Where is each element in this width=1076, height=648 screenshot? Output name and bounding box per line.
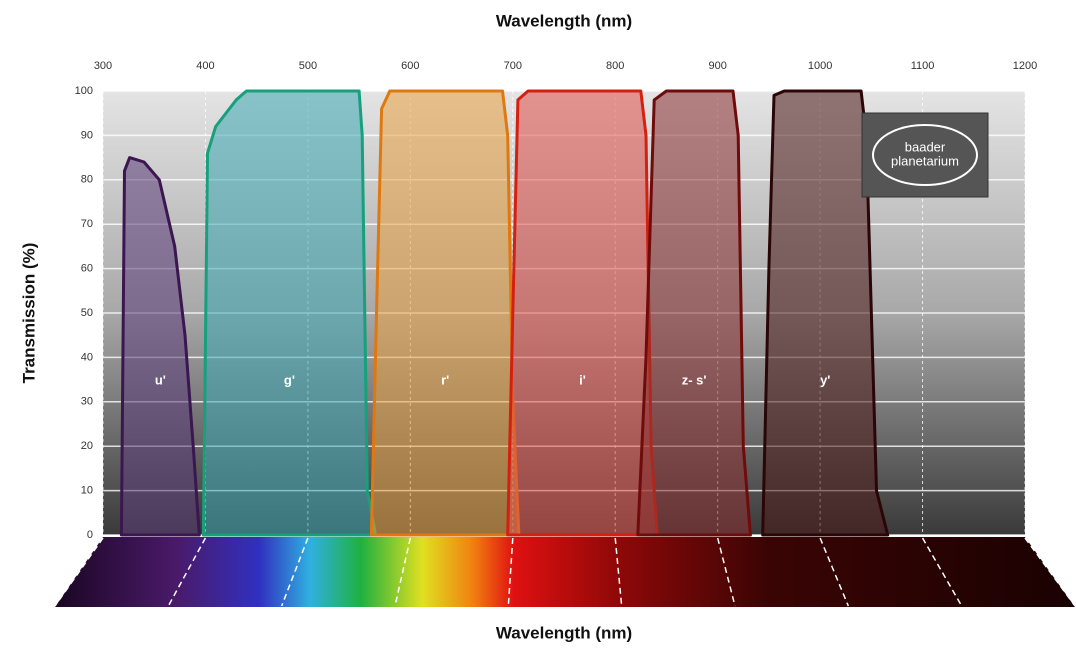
page: {"chart_data": { "type": "area", "title"… [0,0,1076,648]
logo-text: baader [905,139,946,154]
x-tick-label: 1000 [808,60,832,72]
y-tick-label: 50 [81,307,93,319]
y-tick-label: 20 [81,440,93,452]
x-tick-label: 900 [708,60,726,72]
chart-title: Wavelength (nm) [496,11,632,30]
x-axis-title: Wavelength (nm) [496,623,632,642]
filter-label: r' [441,372,449,387]
y-tick-label: 100 [75,85,93,97]
y-tick-label: 30 [81,396,93,408]
filter-curve [203,91,375,535]
x-tick-label: 300 [94,60,112,72]
x-tick-label: 500 [299,60,317,72]
x-tick-label: 700 [504,60,522,72]
filter-label: u' [155,372,166,387]
y-tick-label: 0 [87,529,93,541]
x-tick-label: 1100 [911,60,935,72]
y-tick-label: 40 [81,351,93,363]
filter-curve [371,91,519,535]
spectrum-band [55,537,1075,607]
filter-label: i' [579,372,586,387]
x-tick-label: 400 [196,60,214,72]
x-tick-label: 1200 [1013,60,1037,72]
filter-label: g' [284,372,295,387]
filter-label: z- s' [682,372,707,387]
y-axis-title: Transmission (%) [19,243,38,384]
chart: 0 10 20 30 40 50 60 70 80 90 100 300 400 500 600 700 800… [0,0,1076,648]
y-tick-label: 90 [81,129,93,141]
y-tick-label: 70 [81,218,93,230]
y-tick-label: 80 [81,174,93,186]
y-tick-label: 10 [81,485,93,497]
x-tick-label: 800 [606,60,624,72]
filter-curve [508,91,658,535]
logo-text: planetarium [891,153,959,168]
filter-label: y' [820,372,830,387]
x-tick-label: 600 [401,60,419,72]
y-tick-label: 60 [81,263,93,275]
filter-curve [638,91,751,535]
